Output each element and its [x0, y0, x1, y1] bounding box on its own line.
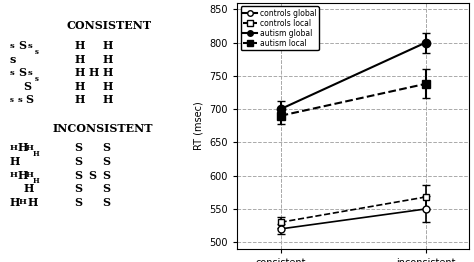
- Text: H: H: [18, 170, 28, 181]
- Text: H: H: [18, 143, 28, 154]
- Text: S: S: [102, 196, 110, 208]
- Text: H: H: [88, 67, 99, 78]
- Y-axis label: RT (msec): RT (msec): [194, 101, 204, 150]
- Text: H: H: [33, 150, 39, 158]
- Text: S: S: [74, 143, 82, 154]
- Text: H: H: [33, 177, 39, 185]
- Text: s: s: [9, 42, 14, 50]
- Text: S: S: [18, 40, 27, 51]
- Text: s: s: [28, 69, 33, 77]
- Text: S: S: [26, 94, 34, 105]
- Text: H: H: [102, 94, 113, 105]
- Text: H: H: [102, 81, 113, 92]
- Text: H: H: [74, 40, 85, 51]
- Legend: controls global, controls local, autism global, autism local: controls global, controls local, autism …: [241, 7, 319, 51]
- Text: S: S: [88, 170, 96, 181]
- Text: H: H: [102, 67, 113, 78]
- Text: CONSISTENT: CONSISTENT: [67, 20, 152, 31]
- Text: H: H: [28, 196, 38, 208]
- Text: S: S: [74, 156, 82, 167]
- Text: S: S: [102, 183, 110, 194]
- Text: H: H: [74, 54, 85, 65]
- Text: S: S: [102, 143, 110, 154]
- Text: S: S: [74, 170, 82, 181]
- Text: s: s: [28, 42, 33, 50]
- Text: s: s: [9, 54, 16, 65]
- Text: s: s: [18, 96, 22, 104]
- Text: S: S: [102, 156, 110, 167]
- Text: H: H: [26, 171, 34, 179]
- Text: S: S: [74, 196, 82, 208]
- Text: H: H: [74, 67, 85, 78]
- Text: s: s: [9, 69, 14, 77]
- Text: INCONSISTENT: INCONSISTENT: [52, 123, 153, 134]
- Text: H: H: [74, 94, 85, 105]
- Text: H: H: [23, 183, 34, 194]
- Text: H: H: [102, 54, 113, 65]
- Text: H: H: [18, 198, 27, 206]
- Text: S: S: [102, 170, 110, 181]
- Text: S: S: [18, 67, 27, 78]
- Text: H: H: [102, 40, 113, 51]
- Text: s: s: [35, 75, 39, 83]
- Text: S: S: [74, 183, 82, 194]
- Text: H: H: [26, 144, 34, 152]
- Text: H: H: [9, 144, 17, 152]
- Text: H: H: [9, 171, 17, 179]
- Text: s: s: [9, 96, 13, 104]
- Text: H: H: [9, 156, 20, 167]
- Text: S: S: [23, 81, 31, 92]
- Text: H: H: [74, 81, 85, 92]
- Text: H: H: [9, 196, 20, 208]
- Text: s: s: [35, 48, 39, 56]
